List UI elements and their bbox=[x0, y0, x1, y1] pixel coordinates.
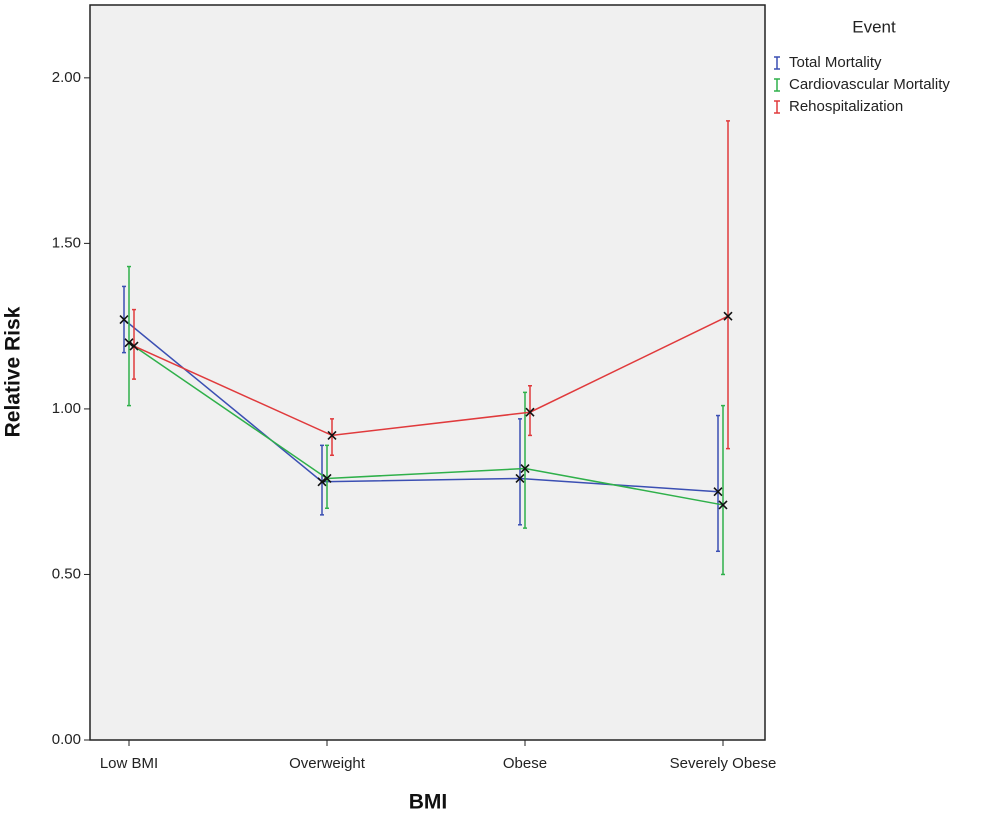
x-tick-label: Severely Obese bbox=[670, 755, 777, 772]
point-marker bbox=[713, 487, 723, 497]
y-axis-title: Relative Risk bbox=[2, 306, 25, 437]
series-line bbox=[128, 342, 724, 506]
error-bar bbox=[330, 418, 334, 457]
point-marker bbox=[723, 311, 733, 321]
error-bar bbox=[721, 404, 725, 576]
point-marker bbox=[515, 473, 525, 484]
y-tick-label: 0.00 bbox=[52, 731, 81, 748]
point-marker bbox=[119, 314, 129, 325]
x-axis-title: BMI bbox=[409, 791, 448, 814]
y-tick-label: 0.50 bbox=[52, 565, 81, 582]
legend-label: Cardiovascular Mortality bbox=[789, 76, 950, 93]
x-tick-label: Obese bbox=[503, 755, 547, 772]
x-tick-label: Low BMI bbox=[100, 755, 158, 772]
point-marker bbox=[322, 473, 332, 484]
point-marker bbox=[718, 500, 728, 510]
legend-title: Event bbox=[852, 17, 896, 36]
error-bar bbox=[528, 384, 532, 437]
point-marker bbox=[317, 477, 327, 487]
y-tick-label: 2.00 bbox=[52, 69, 81, 86]
legend-label: Total Mortality bbox=[789, 54, 882, 71]
error-bar bbox=[716, 414, 720, 553]
point-marker bbox=[327, 430, 337, 440]
legend-label: Rehospitalization bbox=[789, 98, 903, 115]
error-bar bbox=[132, 308, 136, 380]
error-bar bbox=[127, 265, 131, 407]
error-bar bbox=[518, 418, 522, 526]
point-marker bbox=[525, 407, 535, 417]
point-marker bbox=[520, 463, 530, 474]
y-tick-label: 1.00 bbox=[52, 400, 81, 417]
point-marker bbox=[129, 341, 139, 351]
x-tick-label: Overweight bbox=[289, 755, 366, 772]
error-bar bbox=[325, 444, 329, 509]
error-bar bbox=[523, 391, 527, 529]
error-bar bbox=[726, 120, 730, 450]
plot-area bbox=[89, 4, 766, 741]
y-tick-label: 1.50 bbox=[52, 234, 81, 251]
point-marker bbox=[124, 338, 134, 348]
legend-icon bbox=[774, 100, 780, 114]
series-line bbox=[133, 315, 729, 437]
legend-icon bbox=[774, 56, 780, 70]
error-bar bbox=[320, 444, 324, 516]
legend-icon bbox=[774, 78, 780, 92]
